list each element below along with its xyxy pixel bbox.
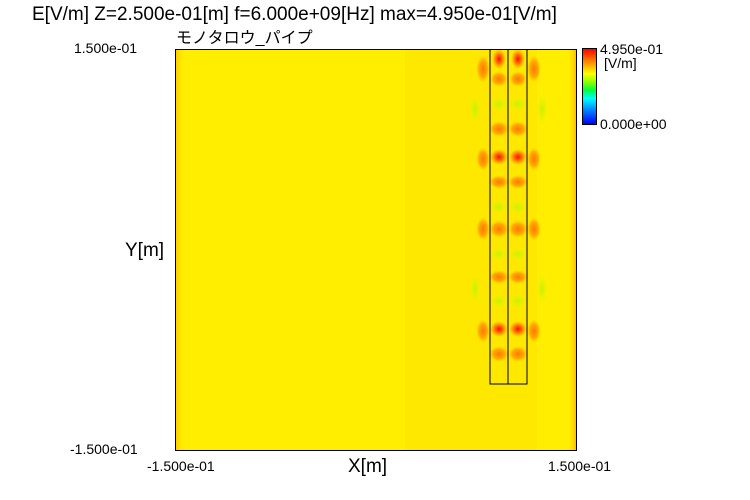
hotspot [492,49,506,69]
y-axis-label: Y[m] [125,240,165,261]
hotspot [469,273,481,305]
field-plot [175,49,577,451]
hotspot [469,93,481,125]
y-min-tick: -1.500e-01 [70,441,138,457]
y-max-tick: 1.500e-01 [74,40,138,56]
hotspot [476,147,490,171]
pipe-outline [489,49,528,385]
hotspot [489,270,509,284]
hotspot [527,217,541,241]
hotspot [489,220,509,238]
hotspot [509,321,527,337]
hotspot [489,293,509,309]
x-axis-label: X[m] [348,456,388,477]
plot-frame [175,49,577,451]
hotspot [489,346,509,362]
hotspot [536,273,548,305]
hotspot [489,175,509,189]
plot-subtitle: モノタロウ_パイプ [176,30,313,47]
hotspot [508,293,528,309]
hotspot [536,93,548,125]
hotspot [490,149,508,165]
colorbar-min-label: 0.000e+00 [600,116,667,132]
hotspot [490,71,508,87]
plot-title: E[V/m] Z=2.500e-01[m] f=6.000e+09[Hz] ma… [32,4,557,25]
hotspot [527,319,541,343]
x-min-tick: -1.500e-01 [147,458,215,474]
hotspot [476,319,490,343]
hotspot [490,321,508,337]
hotspot [508,270,528,284]
x-max-tick: 1.500e-01 [548,458,612,474]
hotspot [476,217,490,241]
hotspot [527,147,541,171]
hotspot [527,55,541,83]
hotspot [508,175,528,189]
hotspot [508,247,528,261]
hotspot [476,55,490,83]
hotspot [489,121,509,137]
hotspot [489,199,509,215]
field-hotspots [469,49,548,362]
hotspot [508,346,528,362]
hotspot [509,71,527,87]
hotspot [489,247,509,261]
hotspot [508,220,528,238]
colorbar-unit: [V/m] [604,55,637,71]
hotspot [508,96,528,112]
hotspot [508,199,528,215]
colorbar [582,48,597,125]
hotspot [511,49,525,69]
left-edge-shade [175,49,185,451]
pipe-right-wall [507,49,528,385]
hotspot [489,96,509,112]
hotspot [508,121,528,137]
right-edge-shade [567,49,577,451]
hotspot [509,149,527,165]
colorbar-max-label: 4.950e-01 [600,41,664,57]
